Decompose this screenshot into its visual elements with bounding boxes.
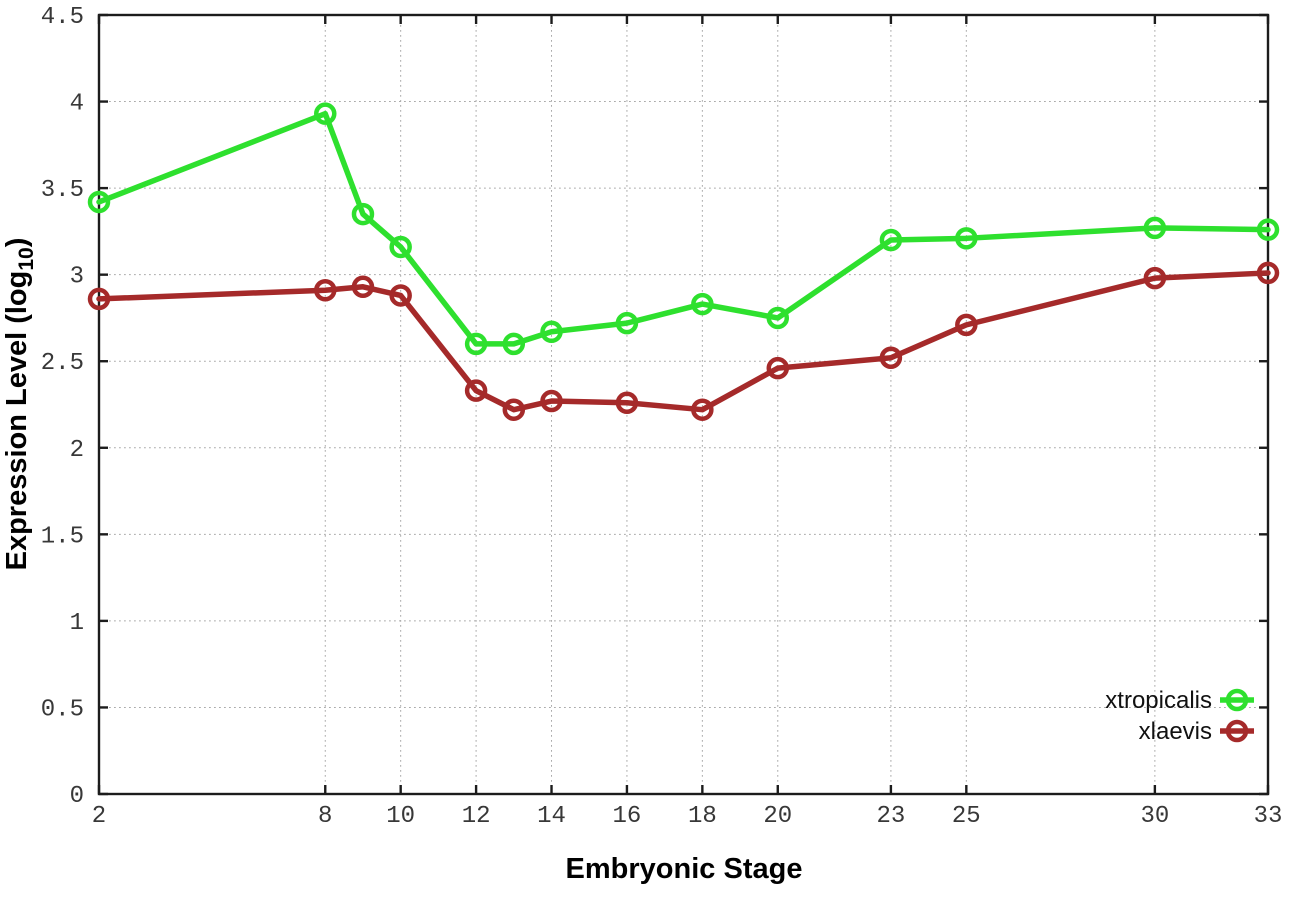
- x-tick-label-23: 23: [876, 803, 905, 830]
- data-point-xlaevis-stage-9: [351, 275, 375, 299]
- data-point-xtropicalis-stage-9: [351, 202, 375, 226]
- x-tick-label-14: 14: [537, 803, 566, 830]
- legend-sample-marker-xtropicalis: [1225, 688, 1249, 712]
- data-point-xlaevis-stage-8: [314, 278, 337, 302]
- data-point-xtropicalis-stage-14: [540, 320, 563, 344]
- data-point-xlaevis-stage-18: [691, 398, 714, 421]
- data-point-xlaevis-stage-13: [502, 398, 526, 421]
- series-line-xlaevis: [96, 270, 1271, 413]
- x-tick-label-30: 30: [1140, 803, 1169, 830]
- y-tick-label-0: 0: [70, 783, 84, 810]
- y-tick-label-1: 1: [70, 610, 84, 637]
- y-tick-labels: 0 0.5 1 1.5 2 2.5 3 3.5 4 4.5: [41, 4, 84, 810]
- data-point-xlaevis-stage-30: [1143, 266, 1167, 290]
- y-axis-title-close: ): [1, 238, 33, 248]
- x-tick-labels: 2 8 10 12 14 16 18 20 23 25 30 33: [92, 803, 1283, 830]
- plot-border: [97, 13, 1270, 796]
- data-point-xtropicalis-stage-2: [87, 190, 111, 214]
- y-tick-label-0.5: 0.5: [41, 696, 84, 723]
- data-point-xtropicalis-stage-12: [464, 332, 488, 356]
- y-axis-title-main: Expression Level (log: [1, 271, 33, 571]
- data-point-xlaevis-stage-10: [389, 284, 412, 307]
- x-tick-label-33: 33: [1254, 803, 1283, 830]
- legend-label-xlaevis: xlaevis: [1139, 718, 1212, 745]
- x-tick-label-16: 16: [613, 803, 642, 830]
- series-xtropicalis: [87, 102, 1280, 356]
- data-point-xlaevis-stage-33: [1256, 261, 1280, 285]
- y-axis-title: Expression Level (log10): [1, 238, 38, 571]
- data-point-xtropicalis-stage-18: [691, 292, 714, 316]
- y-tick-label-4: 4: [70, 91, 84, 118]
- data-point-xtropicalis-stage-25: [955, 227, 978, 250]
- data-point-xtropicalis-stage-23: [879, 228, 903, 252]
- legend-label-xtropicalis: xtropicalis: [1105, 687, 1212, 714]
- data-point-xlaevis-stage-12: [464, 379, 488, 402]
- series-xlaevis: [87, 261, 1280, 421]
- data-point-xtropicalis-stage-13: [502, 332, 526, 356]
- data-point-xlaevis-stage-2: [87, 287, 111, 311]
- x-tick-label-25: 25: [952, 803, 981, 830]
- legend-entry-xlaevis: xlaevis: [1139, 718, 1254, 745]
- x-tick-label-8: 8: [318, 803, 332, 830]
- data-point-xtropicalis-stage-16: [615, 311, 639, 335]
- data-point-xtropicalis-stage-10: [389, 235, 412, 259]
- legend-sample-marker-xlaevis: [1225, 719, 1249, 743]
- data-point-xlaevis-stage-25: [955, 313, 978, 337]
- data-point-xlaevis-stage-14: [540, 389, 563, 413]
- x-tick-label-12: 12: [462, 803, 491, 830]
- legend-entry-xtropicalis: xtropicalis: [1105, 687, 1254, 714]
- data-point-xlaevis-stage-16: [615, 391, 639, 415]
- x-tick-label-18: 18: [688, 803, 717, 830]
- x-tick-label-10: 10: [386, 803, 415, 830]
- data-point-xtropicalis-stage-8: [314, 102, 337, 125]
- series-line-xtropicalis: [96, 110, 1271, 347]
- y-tick-label-3: 3: [70, 264, 84, 291]
- y-axis-title-subscript: 10: [15, 247, 38, 270]
- y-tick-label-3.5: 3.5: [41, 177, 84, 204]
- y-tick-label-2: 2: [70, 437, 84, 464]
- y-tick-label-4.5: 4.5: [41, 4, 84, 31]
- x-tick-label-20: 20: [763, 803, 792, 830]
- data-point-xtropicalis-stage-20: [766, 306, 790, 330]
- data-point-xlaevis-stage-23: [879, 346, 903, 370]
- data-point-xlaevis-stage-20: [766, 356, 790, 380]
- x-tick-label-2: 2: [92, 803, 106, 830]
- data-point-xtropicalis-stage-30: [1143, 216, 1167, 240]
- y-tick-label-1.5: 1.5: [41, 523, 84, 550]
- x-axis-title: Embryonic Stage: [566, 853, 803, 885]
- legend: xtropicalis xlaevis: [1105, 687, 1254, 745]
- data-point-xtropicalis-stage-33: [1256, 218, 1280, 241]
- y-tick-label-2.5: 2.5: [41, 350, 84, 377]
